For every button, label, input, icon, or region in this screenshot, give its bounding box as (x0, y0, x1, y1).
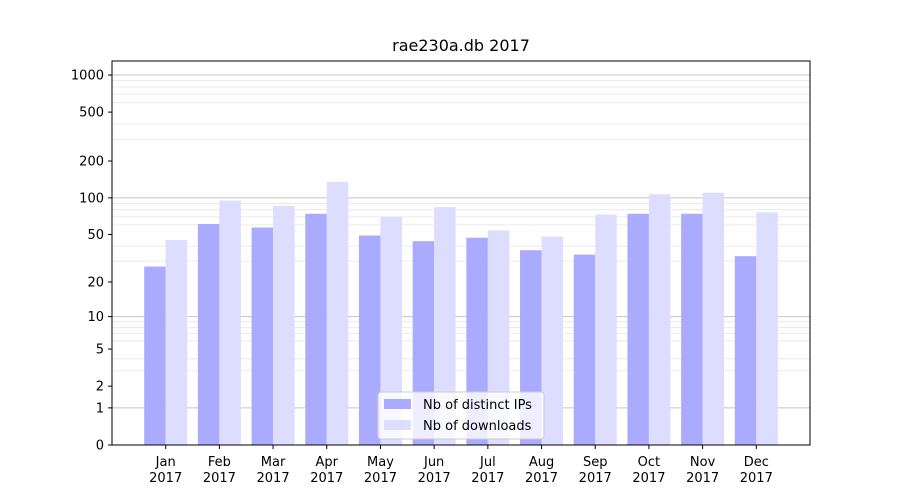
bar-distinct-ips (144, 266, 166, 445)
chart-title: rae230a.db 2017 (392, 36, 530, 55)
x-tick-label-year: 2017 (686, 471, 719, 486)
x-tick-label-year: 2017 (525, 471, 558, 486)
legend-label-distinct-ips: Nb of distinct IPs (423, 398, 532, 413)
x-tick-label-year: 2017 (310, 471, 343, 486)
x-tick-label-year: 2017 (149, 471, 182, 486)
x-tick-label-year: 2017 (632, 471, 665, 486)
bar-downloads (273, 205, 295, 445)
y-tick-label: 0 (96, 439, 104, 454)
x-tick-label-month: Sep (583, 455, 608, 470)
bar-distinct-ips (305, 213, 327, 445)
x-tick-label-month: Jun (423, 455, 444, 470)
axes: 01251020501002005001000Jan2017Feb2017Mar… (71, 60, 811, 486)
bar-downloads (756, 212, 778, 445)
y-tick-label: 2 (96, 380, 104, 395)
x-tick-label-month: Dec (744, 455, 769, 470)
bar-distinct-ips (358, 235, 381, 445)
y-tick-label: 5 (96, 343, 104, 358)
x-tick-label-year: 2017 (364, 471, 397, 486)
y-tick-label: 10 (87, 310, 104, 325)
y-tick-label: 50 (87, 228, 104, 243)
bar-downloads (487, 230, 510, 445)
bar-distinct-ips (251, 227, 274, 445)
x-tick-label-month: Apr (316, 455, 339, 470)
legend-box (377, 391, 545, 440)
bars (144, 181, 778, 445)
bar-distinct-ips (627, 213, 649, 445)
y-tick-label: 1 (96, 401, 104, 416)
legend-swatch-downloads (384, 420, 411, 430)
x-tick-label-month: Feb (208, 455, 231, 470)
x-tick-label-year: 2017 (203, 471, 236, 486)
bar-distinct-ips (573, 254, 596, 445)
y-tick-label: 20 (87, 275, 104, 290)
legend: Nb of distinct IPs Nb of downloads (377, 391, 545, 440)
bar-downloads (702, 192, 725, 445)
x-tick-label-month: Oct (638, 455, 660, 470)
y-tick-label: 100 (79, 191, 104, 206)
x-tick-label-month: Nov (690, 455, 716, 470)
y-tick-label: 500 (79, 106, 104, 121)
x-tick-label-month: Mar (261, 455, 286, 470)
bar-downloads (219, 200, 241, 445)
x-tick-label-year: 2017 (471, 471, 504, 486)
bar-downloads (648, 194, 671, 445)
bar-distinct-ips (734, 256, 757, 445)
x-tick-label-month: May (367, 455, 394, 470)
bar-downloads (595, 214, 617, 445)
x-tick-label-month: Aug (529, 455, 554, 470)
bar-distinct-ips (681, 213, 703, 445)
bar-downloads (434, 207, 456, 445)
y-tick-label: 200 (79, 155, 104, 170)
x-tick-label-year: 2017 (579, 471, 612, 486)
x-tick-label-month: Jan (155, 455, 176, 470)
x-tick-label-month: Jul (479, 455, 496, 470)
bar-downloads (165, 239, 188, 445)
legend-swatch-distinct-ips (384, 399, 411, 409)
bar-downloads (380, 216, 402, 445)
x-tick-label-year: 2017 (418, 471, 451, 486)
y-tick-label: 1000 (71, 69, 104, 84)
x-tick-label-year: 2017 (740, 471, 773, 486)
bar-downloads (541, 236, 564, 445)
bar-downloads (326, 181, 349, 445)
legend-label-downloads: Nb of downloads (423, 419, 532, 434)
plot-frame (111, 60, 811, 446)
x-tick-label-year: 2017 (257, 471, 290, 486)
bar-distinct-ips (197, 223, 220, 445)
